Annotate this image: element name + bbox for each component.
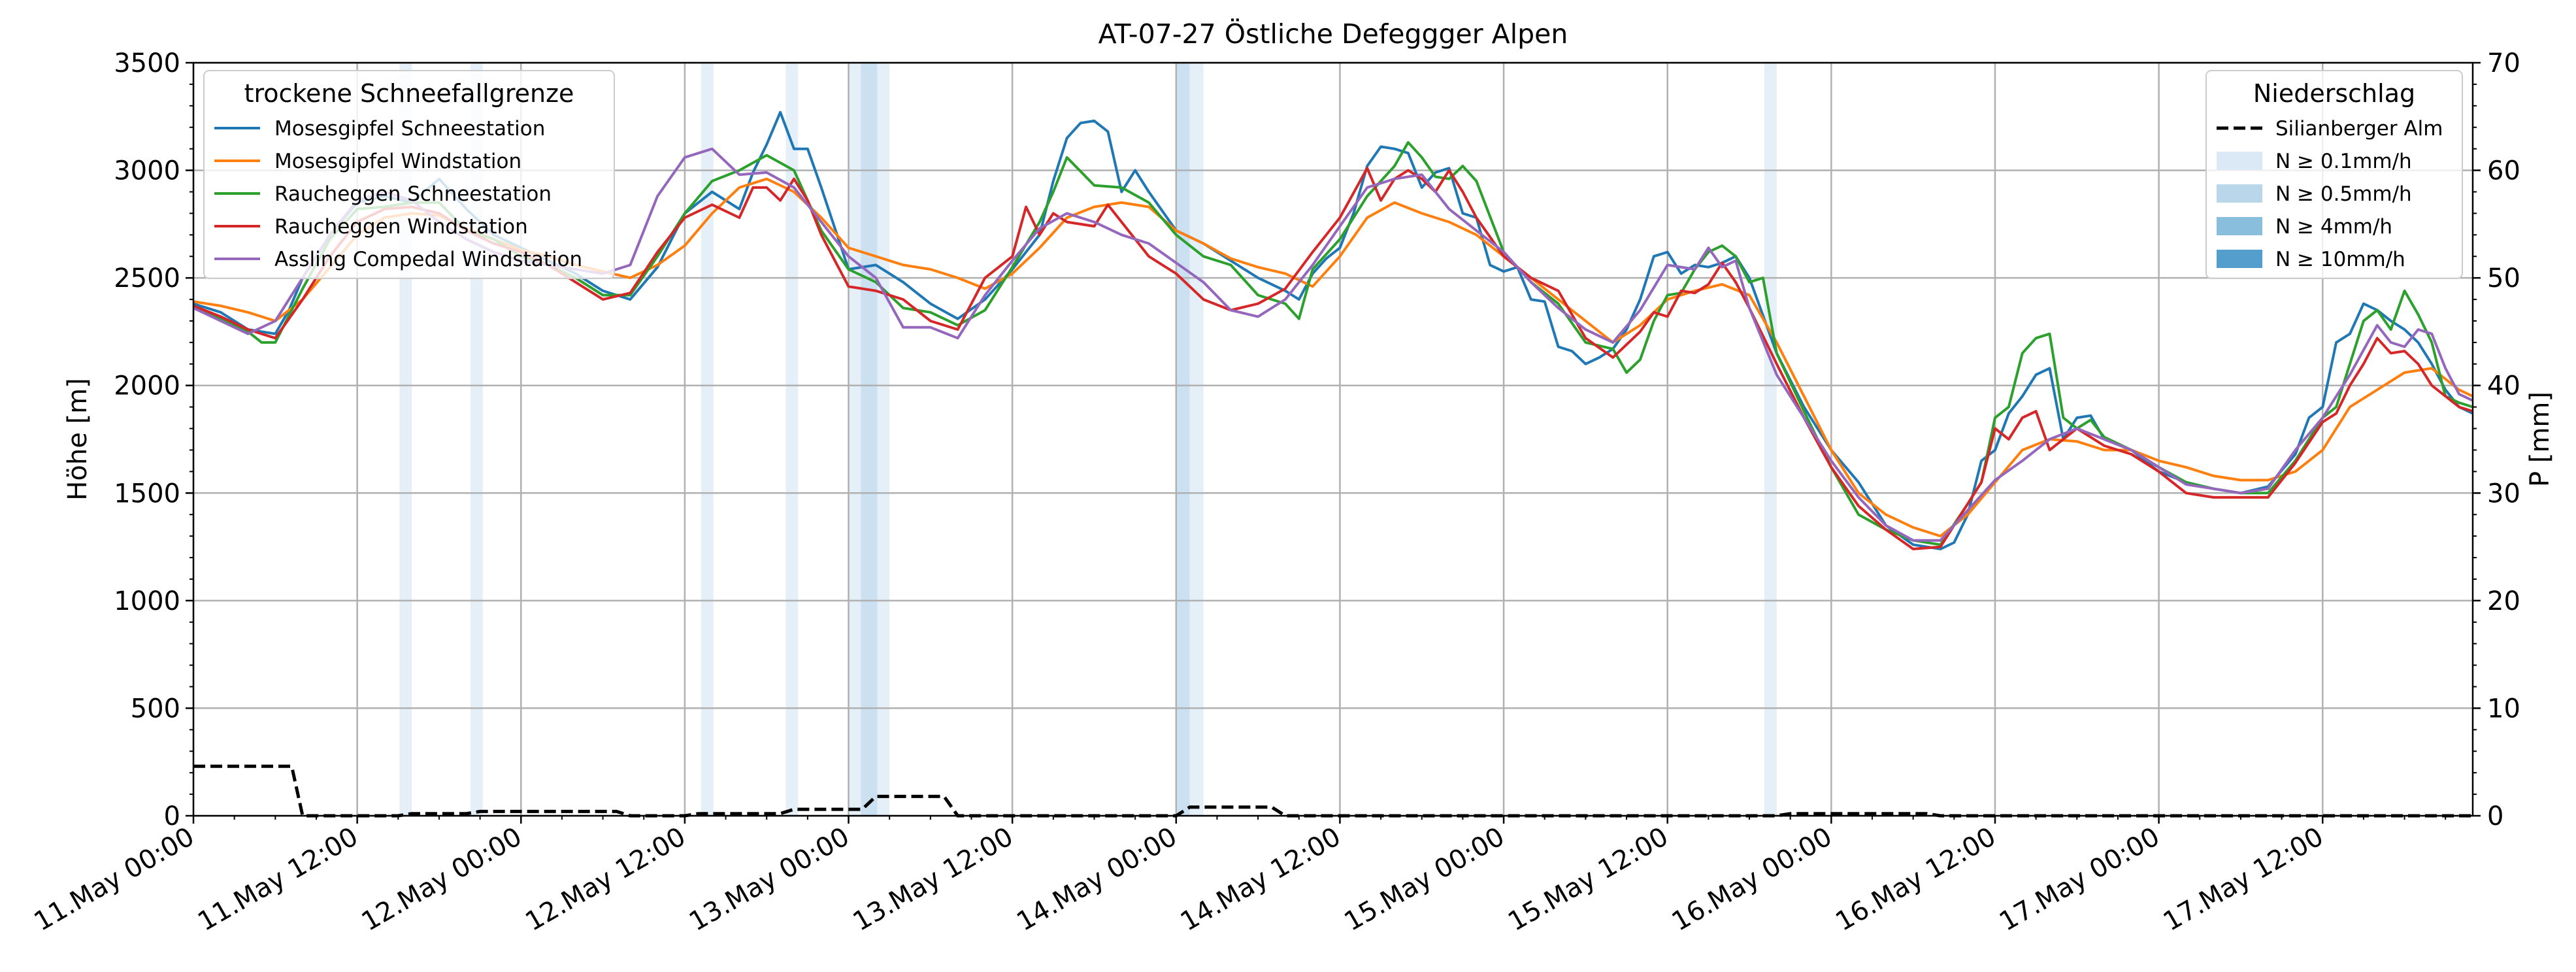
y2-tick-label: 10 <box>2487 694 2520 724</box>
legend-snow-entry: Raucheggen Windstation <box>274 215 528 239</box>
legend-precip-title: Niederschlag <box>2253 79 2415 108</box>
plot-frame <box>192 61 2474 817</box>
legend-snowline: trockene Schneefallgrenze Mosesgipfel Sch… <box>203 70 615 279</box>
y2-tick-label: 20 <box>2487 586 2520 616</box>
y2-tick-label: 40 <box>2487 371 2520 401</box>
y2-axis-label: P [mm] <box>2525 392 2555 487</box>
y2-tick-label: 0 <box>2487 801 2503 831</box>
series-line-4 <box>193 167 2473 550</box>
legend-snow-entry: Mosesgipfel Schneestation <box>274 117 545 141</box>
legend-precip-line-entry: Silianberger Alm <box>2275 117 2443 141</box>
precip-band <box>861 63 878 816</box>
legend-precip-band-entry: N ≥ 0.5mm/h <box>2275 182 2412 206</box>
legend-snow-entry: Assling Compedal Windstation <box>274 248 582 271</box>
precip-band <box>701 63 714 816</box>
legend-precip-band-swatch <box>2217 152 2262 170</box>
y2-tick-label: 30 <box>2487 478 2520 509</box>
y-tick-label: 3000 <box>114 156 180 186</box>
precip-band <box>877 63 890 816</box>
legend-snow-entry: Raucheggen Schneestation <box>274 182 552 206</box>
y2-tick-label: 70 <box>2487 48 2520 78</box>
y-tick-label: 1000 <box>114 586 180 616</box>
legend-precip-band-swatch <box>2217 184 2262 203</box>
y-tick-label: 3500 <box>114 48 180 78</box>
legend-precip-band-entry: N ≥ 4mm/h <box>2275 215 2392 239</box>
legend-snow-title: trockene Schneefallgrenze <box>244 79 574 108</box>
legend-precip-band-swatch <box>2217 250 2262 268</box>
precip-band <box>785 63 799 816</box>
y-tick-label: 0 <box>164 801 180 831</box>
y-axis-label: Höhe [m] <box>63 378 93 500</box>
legend-precipitation: Niederschlag Silianberger Alm N ≥ 0.1mm/h N… <box>2205 70 2463 279</box>
precip-band <box>1176 63 1190 816</box>
precip-band <box>1189 63 1204 816</box>
legend-precip-box <box>2205 70 2463 279</box>
y-tick-label: 1500 <box>114 478 180 509</box>
y2-tick-label: 60 <box>2487 156 2520 186</box>
precip-band <box>1764 63 1777 816</box>
legend-precip-band-swatch <box>2217 217 2262 235</box>
y-tick-label: 2500 <box>114 263 180 293</box>
legend-precip-band-entry: N ≥ 10mm/h <box>2275 248 2405 271</box>
legend-snow-box <box>203 70 615 279</box>
y-tick-label: 2000 <box>114 371 180 401</box>
chart-title: AT-07-27 Östliche Defeggger Alpen <box>1098 18 1568 50</box>
legend-precip-band-entry: N ≥ 0.1mm/h <box>2275 150 2412 173</box>
y-tick-label: 500 <box>131 694 180 724</box>
legend-snow-entry: Mosesgipfel Windstation <box>274 150 521 173</box>
y2-tick-label: 50 <box>2487 263 2520 293</box>
precip-band <box>848 63 861 816</box>
